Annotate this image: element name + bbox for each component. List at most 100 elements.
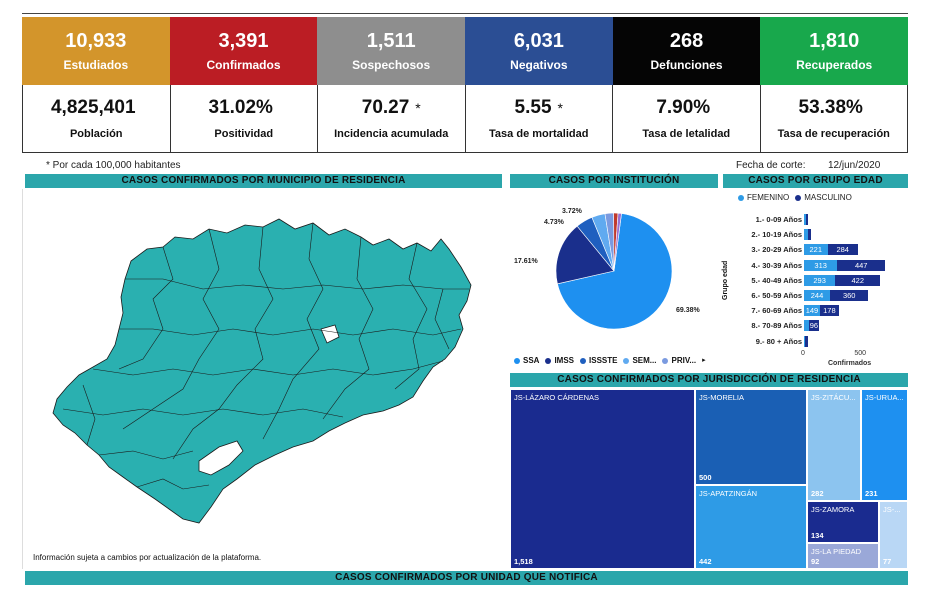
card-value: 1,511 bbox=[366, 30, 416, 52]
age-category-label: 4.- 30-39 Años bbox=[751, 260, 802, 270]
card-sospechosos[interactable]: 1,511 Sospechosos bbox=[317, 17, 466, 85]
age-bar-masculino[interactable]: 96 bbox=[808, 320, 820, 332]
treemap-tile-value: 282 bbox=[811, 489, 824, 498]
treemap-tile-value: 500 bbox=[699, 473, 712, 482]
treemap-tile[interactable]: JS-ZITÁCU... 282 bbox=[807, 389, 861, 501]
age-bar-femenino[interactable] bbox=[804, 229, 809, 241]
age-bar-masculino[interactable] bbox=[808, 229, 812, 241]
card-estudiados[interactable]: 10,933 Estudiados bbox=[22, 17, 170, 85]
treemap-tile[interactable]: JS-LÁZARO CÁRDENAS 1,518 bbox=[510, 389, 695, 569]
age-category-label: 3.- 20-29 Años bbox=[751, 245, 802, 255]
legend-next-icon[interactable]: ▸ bbox=[702, 357, 706, 364]
card-value: 268 bbox=[669, 30, 704, 52]
summary-cards: 10,933 Estudiados 3,391 Confirmados 1,51… bbox=[22, 17, 909, 85]
age-bar-masculino[interactable]: 422 bbox=[835, 274, 881, 286]
age-bar-masculino[interactable] bbox=[806, 214, 808, 225]
card-label: Tasa de recuperación bbox=[777, 127, 890, 140]
age-category-label: 9.- 80 + Años bbox=[755, 336, 802, 346]
pie-svg bbox=[555, 212, 673, 330]
legend-label: SEM... bbox=[632, 356, 657, 365]
legend-dot bbox=[738, 194, 744, 201]
treemap-tile-value: 442 bbox=[699, 557, 712, 566]
per-habitants-note: * Por cada 100,000 habitantes bbox=[46, 160, 181, 171]
header-edad: CASOS POR GRUPO EDAD bbox=[723, 174, 908, 188]
card-poblacion: 4,825,401 Población bbox=[23, 85, 170, 152]
treemap-tile-name: JS-MORELIA bbox=[699, 393, 745, 402]
card-label: Población bbox=[69, 127, 123, 140]
age-bar-femenino[interactable]: 149 bbox=[804, 305, 820, 317]
legend-item-issste[interactable]: ISSSTE bbox=[580, 356, 617, 365]
age-bar-femenino[interactable]: 221 bbox=[804, 244, 828, 256]
card-value: 10,933 bbox=[65, 30, 127, 52]
treemap-tile[interactable]: JS-... 77 bbox=[879, 501, 908, 569]
treemap-tile[interactable]: JS-LA PIEDAD 92 bbox=[807, 543, 879, 569]
header-municipio: CASOS CONFIRMADOS POR MUNICIPIO DE RESID… bbox=[25, 174, 502, 188]
asterisk: * bbox=[415, 99, 421, 116]
age-category-label: 2.- 10-19 Años bbox=[751, 230, 802, 240]
card-defunciones[interactable]: 268 Defunciones bbox=[612, 17, 761, 85]
age-bar-masculino[interactable]: 447 bbox=[837, 259, 886, 271]
legend-item-sem[interactable]: SEM... bbox=[623, 356, 656, 365]
pie-slice-imss[interactable] bbox=[555, 225, 615, 285]
legend-item-ssa[interactable]: SSA bbox=[514, 356, 539, 365]
cutoff-date: 12/jun/2020 bbox=[828, 160, 881, 171]
card-confirmados[interactable]: 3,391 Confirmados bbox=[169, 17, 318, 85]
treemap-tile-value: 77 bbox=[883, 557, 892, 566]
legend-dot bbox=[795, 194, 802, 201]
municipio-map[interactable] bbox=[22, 189, 506, 569]
age-bar-masculino[interactable] bbox=[805, 335, 809, 347]
card-label: Defunciones bbox=[650, 58, 723, 72]
header-unidad: CASOS CONFIRMADOS POR UNIDAD QUE NOTIFIC… bbox=[25, 571, 908, 585]
treemap-tile[interactable]: JS-ZAMORA 134 bbox=[807, 501, 879, 543]
age-bar-femenino[interactable] bbox=[804, 320, 809, 332]
michoacan-map[interactable] bbox=[23, 189, 507, 569]
age-bar-chart: 1.- 0-09 Años 2.- 10-19 Años 3.- 20-29 Año… bbox=[724, 212, 910, 372]
legend-label: SSA bbox=[523, 356, 540, 365]
treemap-tile-name: JS-... bbox=[883, 505, 901, 514]
age-bar-femenino[interactable] bbox=[804, 214, 807, 225]
legend-dot bbox=[662, 357, 669, 364]
card-negativos[interactable]: 6,031 Negativos bbox=[465, 17, 613, 85]
header-institucion: CASOS POR INSTITUCIÓN bbox=[510, 174, 718, 188]
legend-item-priv[interactable]: PRIV... bbox=[662, 356, 696, 365]
card-recuperados[interactable]: 1,810 Recuperados bbox=[760, 17, 909, 85]
treemap-tile[interactable]: JS-URUA... 231 bbox=[861, 389, 908, 501]
treemap-tile-value: 231 bbox=[865, 489, 878, 498]
treemap-tile-name: JS-LA PIEDAD bbox=[811, 547, 862, 556]
age-bar-femenino[interactable]: 293 bbox=[804, 274, 836, 286]
age-bar-femenino[interactable] bbox=[804, 335, 806, 347]
pie-label-issste: 4.73% bbox=[544, 219, 564, 226]
age-bar-masculino[interactable]: 360 bbox=[830, 290, 869, 301]
pie-slice-ssa[interactable] bbox=[557, 213, 673, 330]
institution-pie-chart: 3.72% 4.73% 17.61% 69.38% bbox=[510, 189, 718, 369]
legend-label: FEMENINO bbox=[747, 193, 790, 202]
card-value: 7.90% bbox=[656, 96, 711, 118]
card-label: Negativos bbox=[510, 58, 568, 72]
cutoff-label: Fecha de corte: bbox=[736, 160, 806, 171]
asterisk: * bbox=[557, 99, 563, 116]
pie-slice-other-6[interactable] bbox=[613, 212, 622, 272]
age-bar-masculino[interactable]: 284 bbox=[827, 244, 858, 256]
legend-dot bbox=[514, 357, 520, 364]
card-value: 5.55 bbox=[514, 96, 552, 118]
map-shape[interactable] bbox=[52, 218, 472, 524]
card-label: Tasa de letalidad bbox=[642, 127, 731, 140]
legend-label: MASCULINO bbox=[804, 193, 852, 202]
legend-item-imss[interactable]: IMSS bbox=[545, 356, 574, 365]
age-bar-femenino[interactable]: 313 bbox=[804, 259, 838, 271]
age-bar-masculino[interactable]: 178 bbox=[819, 305, 839, 317]
treemap-tile[interactable]: JS-MORELIA 500 bbox=[695, 389, 807, 485]
card-value: 31.02% bbox=[208, 96, 273, 118]
legend-label: PRIV... bbox=[671, 356, 697, 365]
card-value: 3,391 bbox=[218, 30, 269, 52]
treemap-tile[interactable]: JS-APATZINGÁN 442 bbox=[695, 485, 807, 569]
legend-dot bbox=[545, 357, 552, 364]
card-label: Sospechosos bbox=[352, 58, 431, 72]
jurisdiccion-treemap: JS-LÁZARO CÁRDENAS 1,518 JS-MORELIA 500 JS-A… bbox=[510, 389, 908, 569]
pie-legend[interactable]: SSA IMSS ISSSTE SEM... PRIV... ▸ bbox=[514, 356, 706, 365]
age-bar-femenino[interactable]: 244 bbox=[804, 290, 831, 301]
treemap-tile-value: 134 bbox=[811, 531, 824, 540]
legend-item-masculino: MASCULINO bbox=[795, 193, 852, 202]
pie-label-ssa: 69.38% bbox=[676, 307, 700, 314]
map-disclaimer: Información sujeta a cambios por actuali… bbox=[33, 553, 262, 562]
